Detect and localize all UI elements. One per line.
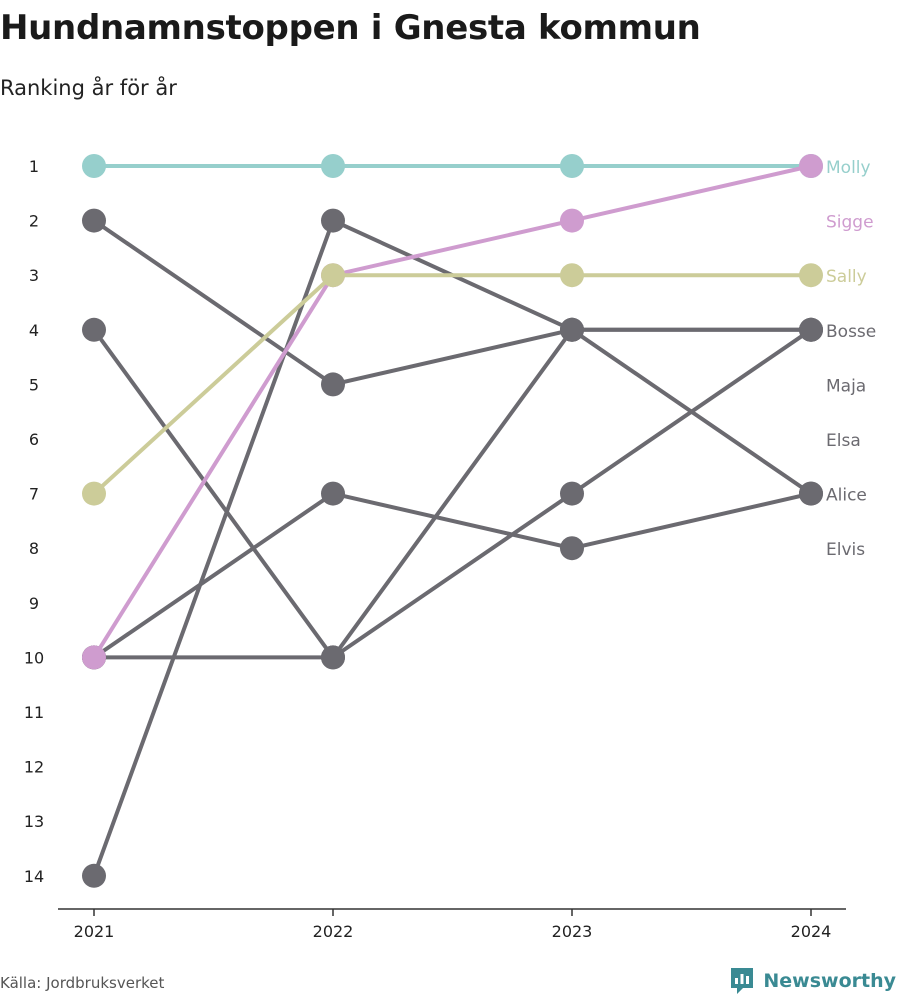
brand-name: Newsworthy (763, 970, 896, 992)
y-tick-label: 7 (29, 485, 39, 504)
x-tick-label: 2024 (791, 922, 832, 941)
data-point-sally (82, 481, 106, 506)
y-tick-label: 13 (24, 812, 44, 831)
data-point-sally (560, 263, 584, 288)
data-point-alice (560, 481, 584, 506)
data-point-elvis (799, 481, 823, 506)
series-label-elvis: Elvis (826, 540, 865, 560)
y-tick-label: 4 (29, 321, 39, 340)
data-point-elsa (82, 208, 106, 233)
series-line-sally (92, 273, 813, 496)
y-tick-label: 9 (29, 594, 39, 613)
data-point-alice (82, 317, 106, 342)
y-tick-label: 6 (29, 430, 39, 449)
y-tick-label: 14 (24, 867, 44, 886)
data-point-sigge (82, 645, 106, 670)
x-tick-label: 2022 (313, 922, 354, 941)
data-point-sally (799, 263, 823, 288)
series-line-bosse (92, 218, 813, 878)
data-point-alice (799, 317, 823, 342)
data-point-sigge (560, 208, 584, 233)
y-tick-label: 1 (29, 157, 39, 176)
newsworthy-logo-icon (731, 968, 754, 994)
series-line-elvis (92, 491, 813, 660)
data-point-molly (560, 154, 584, 178)
data-point-elvis (321, 481, 345, 506)
y-tick-label: 8 (29, 539, 39, 558)
chart-title: Hundnamnstoppen i Gnesta kommun (0, 8, 701, 48)
series-label-alice: Alice (826, 486, 867, 506)
data-point-alice (321, 645, 345, 670)
data-point-elsa (321, 372, 345, 397)
y-tick-label: 2 (29, 212, 39, 231)
y-tick-label: 12 (24, 758, 44, 777)
series-line-alice (92, 327, 813, 660)
chart-subtitle: Ranking år för år (0, 76, 177, 100)
series-label-bosse: Bosse (826, 322, 876, 342)
data-point-elvis (560, 536, 584, 561)
y-tick-label: 11 (24, 703, 44, 722)
data-point-sigge (799, 154, 823, 178)
series-line-sigge (92, 164, 813, 660)
data-point-sally (321, 263, 345, 288)
source-note: Källa: Jordbruksverket (0, 974, 165, 992)
data-point-bosse (321, 208, 345, 233)
data-point-molly (321, 154, 345, 178)
series-label-molly: Molly (826, 158, 871, 178)
series-label-sigge: Sigge (826, 213, 874, 233)
series-label-sally: Sally (826, 267, 867, 287)
series-line-elsa (92, 218, 813, 496)
y-tick-label: 5 (29, 375, 39, 394)
data-point-elsa (560, 317, 584, 342)
y-tick-label: 3 (29, 266, 39, 285)
data-point-molly (82, 154, 106, 178)
x-tick-label: 2021 (74, 922, 115, 941)
series-line-maja (92, 327, 813, 660)
series-label-elsa: Elsa (826, 431, 861, 451)
x-tick-label: 2023 (552, 922, 593, 941)
brand-logo: Newsworthy (729, 966, 896, 996)
data-point-bosse (82, 863, 106, 888)
series-label-maja: Maja (826, 376, 866, 396)
y-tick-label: 10 (24, 648, 44, 667)
